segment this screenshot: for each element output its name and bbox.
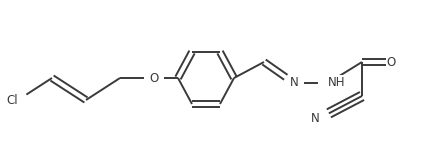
- Text: N: N: [289, 76, 298, 90]
- Text: NH: NH: [328, 76, 346, 90]
- Text: O: O: [149, 72, 159, 84]
- Text: Cl: Cl: [6, 94, 18, 107]
- Text: N: N: [311, 111, 320, 125]
- Text: O: O: [387, 55, 396, 69]
